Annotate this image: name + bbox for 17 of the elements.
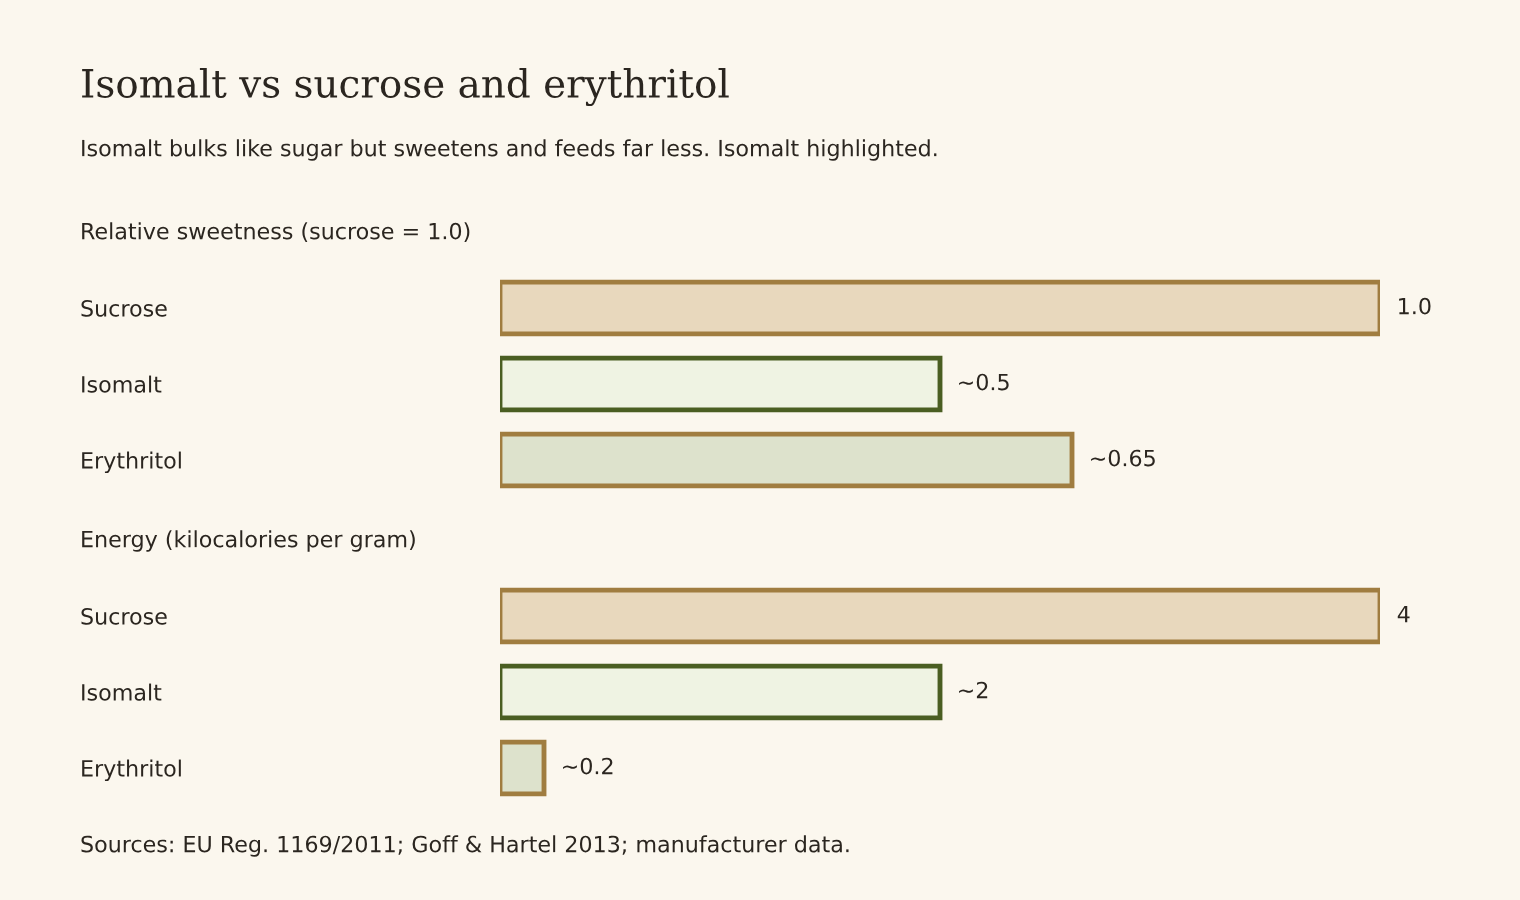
source-note: Sources: EU Reg. 1169/2011; Goff & Hartel 2013; manufacturer data. — [81, 835, 849, 857]
data-label: ~0.5 — [959, 373, 1009, 391]
y-tick-label: Isomalt — [82, 375, 162, 393]
chart-subtitle: Isomalt bulks like sugar but sweetens and feeds far less. Isomalt highlighted. — [82, 139, 937, 161]
y-tick-label: Erythritol — [82, 451, 181, 474]
data-label: ~2 — [959, 681, 988, 699]
y-axis-title: Energy (kilocalories per gram) — [82, 530, 415, 552]
y-axis-title: Relative sweetness (sucrose = 1.0) — [82, 222, 470, 243]
y-tick-label: Isomalt — [82, 683, 162, 701]
data-label: ~0.65 — [1091, 449, 1155, 467]
data-label: 1.0 — [1399, 297, 1431, 315]
data-label: ~0.2 — [563, 757, 613, 775]
y-tick-label: Sucrose — [81, 607, 167, 625]
y-tick-label: Sucrose — [81, 299, 167, 317]
chart-title: Isomalt vs sucrose and erythritol — [82, 67, 729, 107]
data-label: 4 — [1397, 605, 1410, 623]
y-tick-label: Erythritol — [82, 759, 181, 782]
